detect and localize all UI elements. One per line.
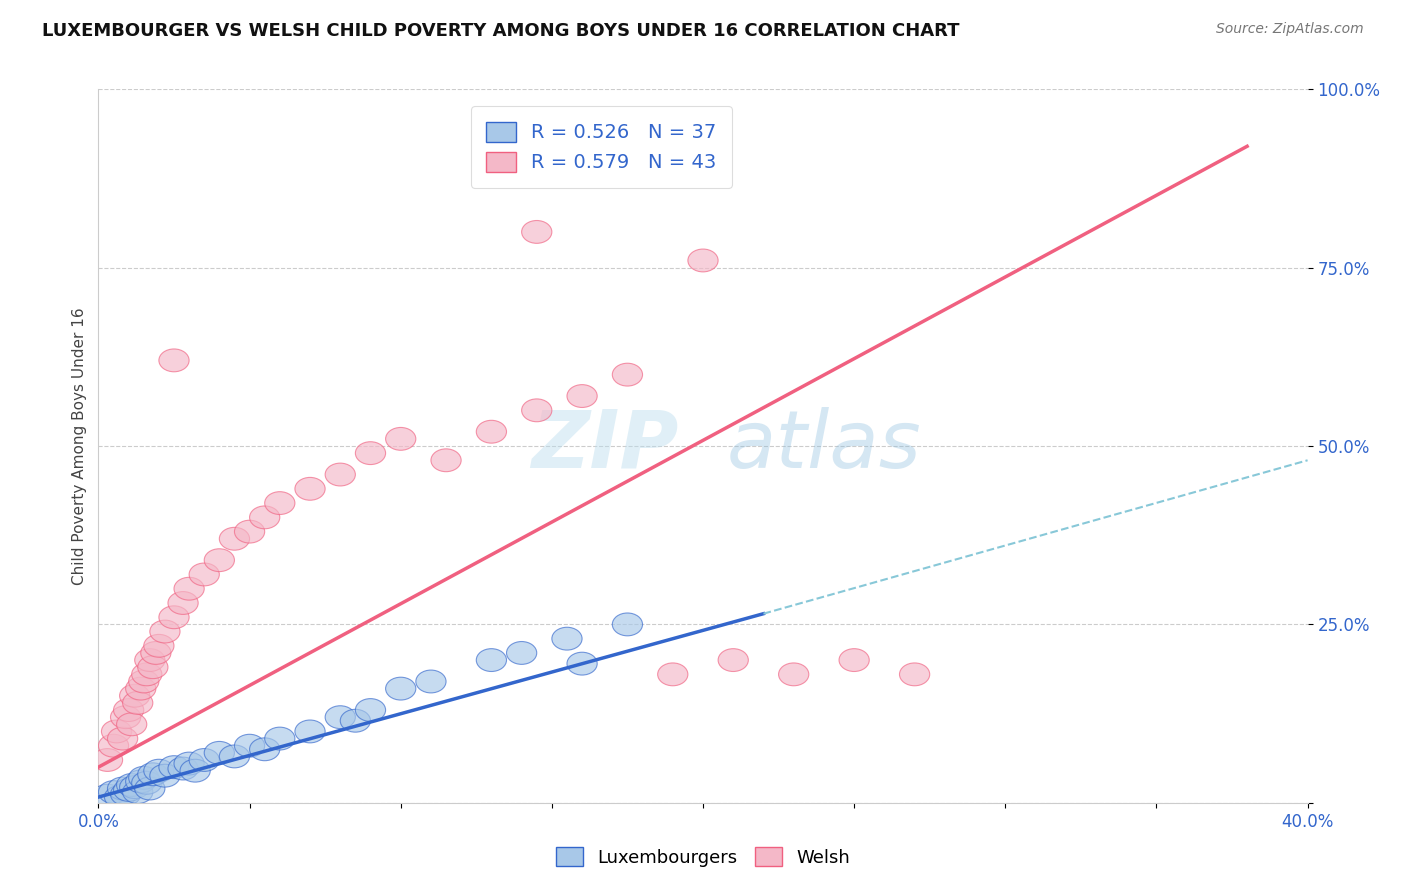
Ellipse shape [167,757,198,780]
Ellipse shape [325,706,356,729]
Ellipse shape [93,748,122,772]
Ellipse shape [101,720,132,743]
Ellipse shape [125,677,156,700]
Ellipse shape [567,384,598,408]
Ellipse shape [385,677,416,700]
Ellipse shape [235,734,264,757]
Ellipse shape [264,491,295,515]
Ellipse shape [135,648,165,672]
Ellipse shape [138,656,167,679]
Ellipse shape [159,756,188,779]
Ellipse shape [180,759,211,782]
Ellipse shape [250,738,280,761]
Ellipse shape [522,399,551,422]
Ellipse shape [117,713,146,736]
Ellipse shape [174,577,204,600]
Ellipse shape [125,770,156,793]
Ellipse shape [117,773,146,797]
Ellipse shape [167,591,198,615]
Ellipse shape [122,691,153,714]
Ellipse shape [135,777,165,800]
Ellipse shape [839,648,869,672]
Ellipse shape [219,745,250,768]
Ellipse shape [120,776,150,798]
Ellipse shape [264,727,295,750]
Ellipse shape [416,670,446,693]
Ellipse shape [190,563,219,586]
Ellipse shape [219,527,250,550]
Text: atlas: atlas [727,407,922,485]
Ellipse shape [122,780,153,804]
Ellipse shape [114,779,143,801]
Ellipse shape [107,727,138,750]
Ellipse shape [340,709,371,732]
Ellipse shape [522,220,551,244]
Ellipse shape [120,684,150,707]
Ellipse shape [613,613,643,636]
Ellipse shape [132,663,162,686]
Ellipse shape [114,698,143,722]
Ellipse shape [104,786,135,808]
Ellipse shape [718,648,748,672]
Legend: Luxembourgers, Welsh: Luxembourgers, Welsh [548,840,858,874]
Ellipse shape [385,427,416,450]
Ellipse shape [150,620,180,643]
Ellipse shape [174,752,204,775]
Ellipse shape [150,764,180,787]
Ellipse shape [98,780,129,804]
Ellipse shape [159,606,188,629]
Ellipse shape [141,641,172,665]
Ellipse shape [107,777,138,800]
Ellipse shape [295,720,325,743]
Ellipse shape [111,783,141,805]
Ellipse shape [506,641,537,665]
Ellipse shape [325,463,356,486]
Text: LUXEMBOURGER VS WELSH CHILD POVERTY AMONG BOYS UNDER 16 CORRELATION CHART: LUXEMBOURGER VS WELSH CHILD POVERTY AMON… [42,22,960,40]
Ellipse shape [613,363,643,386]
Ellipse shape [688,249,718,272]
Y-axis label: Child Poverty Among Boys Under 16: Child Poverty Among Boys Under 16 [72,307,87,585]
Ellipse shape [432,449,461,472]
Ellipse shape [98,734,129,757]
Ellipse shape [138,763,167,786]
Ellipse shape [235,520,264,543]
Text: Source: ZipAtlas.com: Source: ZipAtlas.com [1216,22,1364,37]
Ellipse shape [143,759,174,782]
Ellipse shape [132,772,162,794]
Ellipse shape [204,741,235,764]
Ellipse shape [658,663,688,686]
Ellipse shape [190,748,219,772]
Ellipse shape [477,420,506,443]
Ellipse shape [250,506,280,529]
Ellipse shape [159,349,188,372]
Ellipse shape [204,549,235,572]
Ellipse shape [477,648,506,672]
Ellipse shape [567,652,598,675]
Ellipse shape [779,663,808,686]
Legend: R = 0.526   N = 37, R = 0.579   N = 43: R = 0.526 N = 37, R = 0.579 N = 43 [471,106,733,188]
Ellipse shape [356,442,385,465]
Text: ZIP: ZIP [531,407,679,485]
Ellipse shape [129,670,159,693]
Ellipse shape [551,627,582,650]
Ellipse shape [143,634,174,657]
Ellipse shape [900,663,929,686]
Ellipse shape [129,766,159,789]
Ellipse shape [111,706,141,729]
Ellipse shape [295,477,325,500]
Ellipse shape [356,698,385,722]
Ellipse shape [93,784,122,807]
